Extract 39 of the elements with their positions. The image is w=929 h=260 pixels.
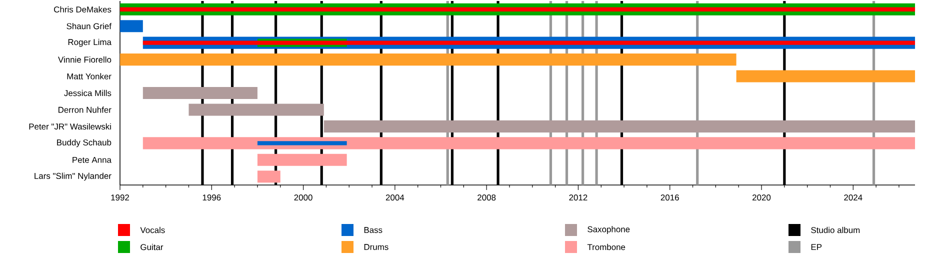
- x-tick-label: 2020: [752, 194, 771, 201]
- legend-label: Vocals: [140, 226, 165, 234]
- bar: [736, 70, 916, 82]
- bar: [120, 20, 143, 32]
- bar: [142, 86, 258, 100]
- x-tick-label: 2024: [844, 194, 862, 201]
- legend-label: Saxophone: [588, 226, 630, 234]
- y-tick-label: Vinnie Fiorello: [58, 56, 112, 63]
- y-tick-label: Roger Lima: [68, 38, 112, 47]
- x-tick-label: 1996: [202, 194, 221, 201]
- x-tick-label: 2004: [386, 194, 404, 201]
- y-tick-label: Matt Yonker: [67, 73, 112, 80]
- x-tick-label: 1992: [111, 194, 129, 201]
- y-tick-label: Jessica Mills: [64, 90, 112, 96]
- y-tick-label: Pete Anna: [72, 156, 112, 163]
- legend-label: Drums: [364, 244, 388, 250]
- x-tick-label: 2000: [294, 194, 312, 201]
- y-tick-label: Lars "Slim" Nylander: [34, 172, 112, 181]
- bar: [324, 120, 916, 132]
- bar: [120, 54, 736, 66]
- y-tick-label: Chris DeMakes: [54, 6, 112, 12]
- x-tick-label: 2012: [569, 194, 588, 201]
- bar: [120, 7, 916, 12]
- bar: [257, 154, 347, 166]
- legend-label: Bass: [364, 227, 382, 233]
- legend-label: Studio album: [811, 226, 860, 234]
- bar: [257, 170, 280, 183]
- bar: [142, 137, 916, 150]
- legend-label: Guitar: [140, 244, 164, 250]
- y-tick-label: Buddy Schaub: [57, 139, 112, 148]
- y-tick-label: Derron Nuhfer: [58, 106, 112, 113]
- legend-label: EP: [811, 244, 822, 250]
- bar: [142, 40, 916, 45]
- x-tick-label: 2016: [660, 194, 679, 201]
- y-tick-label: Shaun Grief: [66, 22, 112, 30]
- y-tick-label: Peter "JR" Wasilewski: [29, 123, 111, 130]
- bar: [188, 104, 324, 116]
- legend-label: Trombone: [587, 244, 626, 250]
- x-tick-label: 2008: [478, 194, 496, 201]
